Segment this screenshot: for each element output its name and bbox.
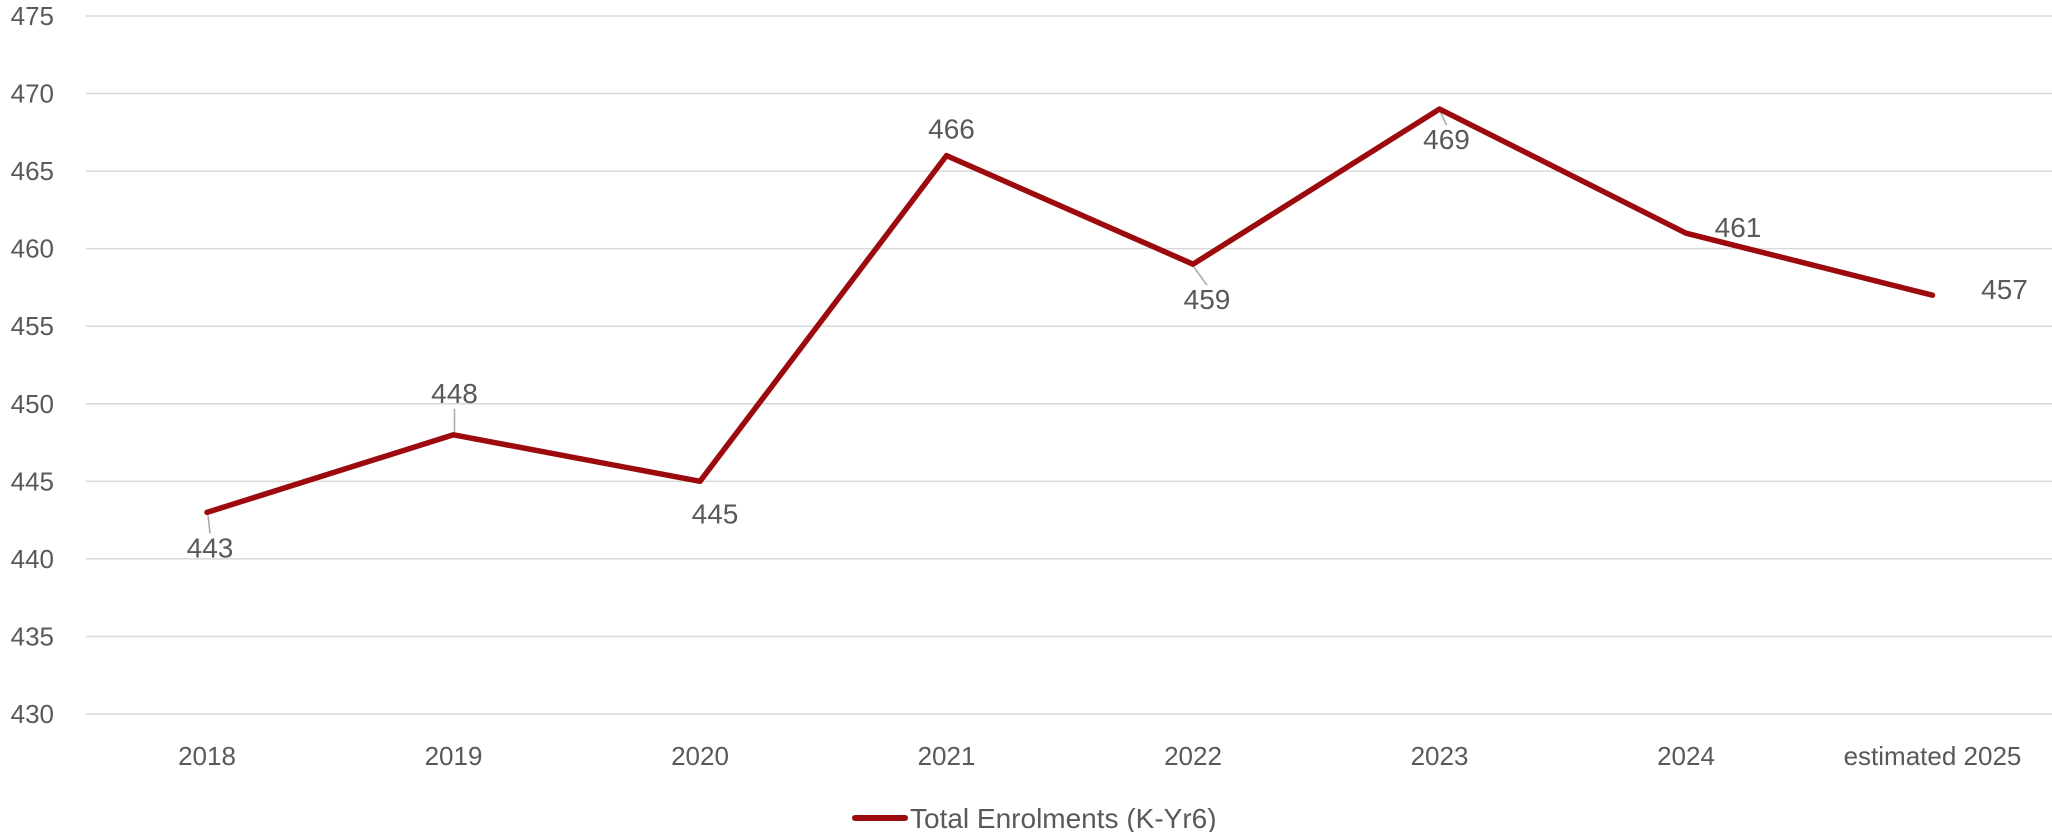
series-line bbox=[204, 106, 1936, 516]
label-leader bbox=[207, 515, 211, 534]
data-label: 457 bbox=[1981, 274, 2028, 305]
x-tick-label: 2019 bbox=[425, 741, 483, 771]
data-label: 469 bbox=[1423, 124, 1470, 155]
x-axis-ticks: 2018 2019 2020 2021 2022 2023 2024 estimated 20… bbox=[178, 741, 2021, 771]
gridlines bbox=[86, 15, 2052, 715]
y-tick-label: 440 bbox=[11, 544, 54, 574]
data-label: 466 bbox=[928, 114, 975, 145]
x-tick-label: 2018 bbox=[178, 741, 236, 771]
y-tick-label: 470 bbox=[11, 79, 54, 109]
data-labels: 443 448 445 466 459 469 461 457 bbox=[187, 114, 2028, 564]
x-tick-label: 2023 bbox=[1411, 741, 1469, 771]
series-layer bbox=[204, 106, 1936, 516]
y-tick-label: 475 bbox=[11, 1, 54, 31]
data-label: 445 bbox=[692, 498, 739, 529]
data-label: 443 bbox=[187, 532, 234, 563]
label-leader bbox=[1439, 111, 1448, 126]
legend-label: Total Enrolments (K-Yr6) bbox=[910, 803, 1217, 832]
x-tick-label: 2021 bbox=[918, 741, 976, 771]
x-tick-label: 2024 bbox=[1657, 741, 1715, 771]
y-axis-ticks: 475 470 465 460 455 450 445 440 435 430 bbox=[11, 1, 54, 729]
x-tick-label: estimated 2025 bbox=[1844, 741, 2022, 771]
x-tick-label: 2022 bbox=[1164, 741, 1222, 771]
x-tick-label: 2020 bbox=[671, 741, 729, 771]
data-label: 459 bbox=[1184, 284, 1231, 315]
y-tick-label: 460 bbox=[11, 234, 54, 264]
data-label-leaders bbox=[207, 111, 1448, 534]
y-tick-label: 445 bbox=[11, 466, 54, 496]
data-label: 448 bbox=[431, 378, 478, 409]
y-tick-label: 455 bbox=[11, 311, 54, 341]
y-tick-label: 435 bbox=[11, 621, 54, 651]
label-leader bbox=[1193, 266, 1208, 286]
data-label: 461 bbox=[1715, 212, 1762, 243]
y-tick-label: 450 bbox=[11, 389, 54, 419]
y-tick-label: 465 bbox=[11, 156, 54, 186]
y-tick-label: 430 bbox=[11, 699, 54, 729]
legend: Total Enrolments (K-Yr6) bbox=[852, 803, 1217, 832]
